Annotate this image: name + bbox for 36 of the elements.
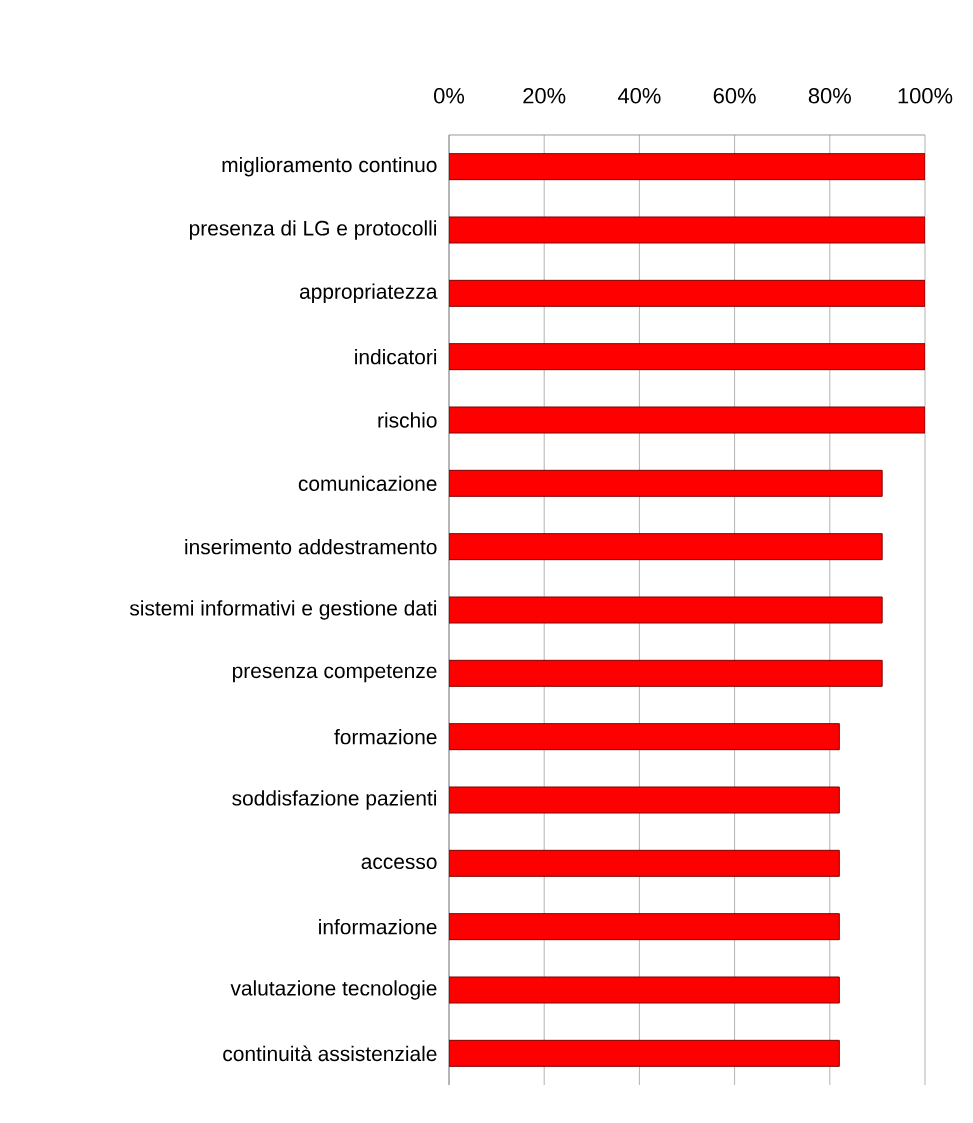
bar [449, 976, 840, 1004]
bar [449, 659, 883, 687]
x-tick-label: 20% [523, 87, 566, 104]
y-tick-label: comunicazione [298, 475, 437, 492]
bar [449, 216, 925, 244]
y-tick-label: appropriatezza [299, 283, 438, 304]
y-tick-label: sistemi informativi e gestione dati [129, 600, 437, 620]
bar [449, 849, 840, 877]
x-tick-label: 100% [898, 87, 953, 104]
y-tick-label: indicatori [355, 348, 437, 365]
y-tick-label: presenza competenze [232, 664, 437, 683]
y-tick-label: formazione [334, 728, 437, 745]
y-tick-label: miglioramento continuo [222, 156, 437, 177]
bar [449, 786, 840, 814]
bar [449, 343, 925, 371]
y-tick-label: informazione [319, 918, 437, 935]
bar [449, 406, 925, 434]
x-tick-label: 40% [617, 87, 661, 104]
bar [449, 533, 883, 561]
y-tick-label: continuità assistenziale [223, 1045, 437, 1062]
x-tick-label: 0% [434, 87, 465, 104]
bar [449, 153, 925, 181]
bar [449, 913, 840, 941]
y-tick-label: rischio [378, 412, 437, 428]
x-tick-label: 60% [713, 87, 756, 104]
y-tick-label: soddisfazione pazienti [232, 790, 437, 810]
y-tick-label: valutazione tecnologie [230, 980, 437, 1000]
x-tick-label: 80% [808, 87, 851, 104]
bar [449, 279, 925, 307]
y-tick-label: inserimento addestramento [185, 538, 437, 555]
bar [449, 596, 883, 624]
bar [449, 723, 840, 751]
y-tick-label: accesso [361, 857, 437, 870]
bar [449, 1039, 840, 1067]
bar [449, 469, 883, 497]
y-tick-label: presenza di LG e protocolli [189, 220, 437, 240]
